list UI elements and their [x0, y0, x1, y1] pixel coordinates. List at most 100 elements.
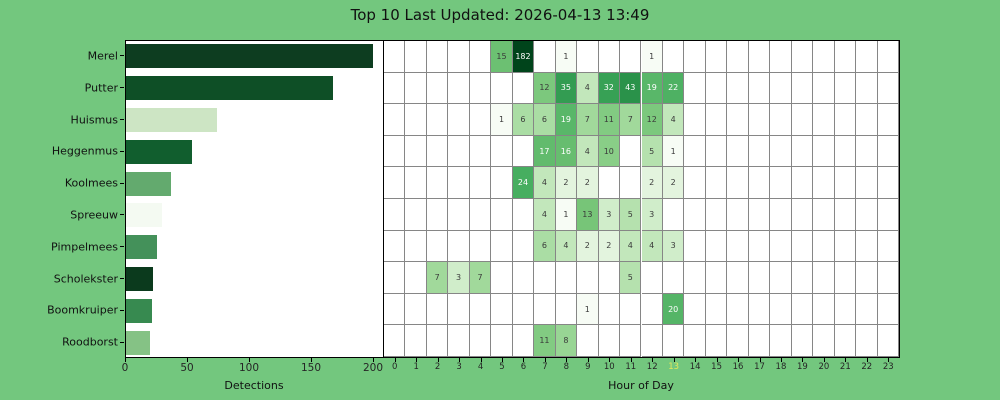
- heatmap-cell-value: 32: [598, 72, 621, 105]
- detections-bar: [126, 330, 150, 355]
- heatmap-cell: [384, 135, 406, 168]
- hour-tick-mark: [673, 358, 675, 362]
- heatmap-cell-value: 2: [662, 167, 685, 199]
- heatmap-cell: [491, 199, 513, 231]
- hour-tick-label: 9: [585, 362, 591, 372]
- heatmap-cell: [877, 199, 899, 231]
- heatmap-cell: [491, 293, 513, 326]
- heatmap-cell: [727, 293, 749, 326]
- bar-category-label: Huismus: [70, 113, 118, 126]
- heatmap-cell: [469, 293, 492, 326]
- hour-tick-mark: [866, 358, 868, 362]
- heatmap-cell: [834, 104, 857, 136]
- hour-tick-mark: [459, 358, 461, 362]
- heatmap-cell-value: 17: [534, 135, 556, 168]
- heatmap-cell-value: 4: [534, 199, 556, 231]
- hour-tick-label: 0: [392, 362, 398, 372]
- heatmap-cell: [856, 262, 878, 294]
- heatmap-cell: [384, 41, 406, 73]
- hour-tick-label: 14: [689, 362, 701, 372]
- heatmap-cell: [791, 230, 814, 263]
- heatmap-cell: [877, 72, 899, 105]
- heatmap-cell: [791, 167, 814, 199]
- heatmap-cell-value: 24: [512, 167, 535, 199]
- heatmap-cell: [748, 167, 771, 199]
- y-axis-tick-mark: [120, 55, 124, 57]
- heatmap-cell-value: 4: [577, 135, 599, 168]
- heatmap-cell: [512, 262, 535, 294]
- hour-tick-mark: [802, 358, 804, 362]
- heatmap-cell: [448, 72, 470, 105]
- heatmap-cell: [834, 199, 857, 231]
- heatmap-cell: [448, 293, 470, 326]
- heatmap-cell: [877, 230, 899, 263]
- hour-tick-label: 20: [818, 362, 830, 372]
- heatmap-cell-value: 12: [641, 104, 663, 136]
- heatmap-cell: [748, 41, 771, 73]
- heatmap-cell: [791, 104, 814, 136]
- detections-bar-chart: [125, 40, 383, 358]
- bar-x-tick-mark: [125, 358, 126, 362]
- heatmap-cell: [748, 72, 771, 105]
- heatmap-cell: [748, 135, 771, 168]
- hour-tick-mark: [695, 358, 697, 362]
- heatmap-cell: [384, 72, 406, 105]
- heatmap-cell: [491, 135, 513, 168]
- heatmap-cell: [641, 293, 663, 326]
- heatmap-cell: [877, 104, 899, 136]
- heatmap-cell: [877, 325, 899, 357]
- heatmap-cell-value: 19: [555, 104, 578, 136]
- heatmap-cell-value: 20: [662, 293, 685, 326]
- heatmap-cell: [727, 230, 749, 263]
- heatmap-cell: [426, 135, 449, 168]
- detections-bar: [126, 76, 334, 101]
- heatmap-cell-value: 10: [598, 135, 621, 168]
- hour-tick-mark: [566, 358, 568, 362]
- heatmap-cell: [384, 230, 406, 263]
- bar-x-tick-mark: [187, 358, 188, 362]
- heatmap-cell: [405, 167, 427, 199]
- y-axis-tick-mark: [120, 119, 124, 120]
- heatmap-cell: [384, 104, 406, 136]
- heatmap-cell: [384, 167, 406, 199]
- heatmap-cell: [856, 199, 878, 231]
- heatmap-cell: [448, 230, 470, 263]
- heatmap-cell: [813, 72, 835, 105]
- hour-tick-label: 22: [861, 362, 873, 372]
- heatmap-cell: [384, 293, 406, 326]
- bar-x-tick-label: 200: [362, 362, 384, 374]
- heatmap-cell: [448, 135, 470, 168]
- heatmap-cell: [834, 325, 857, 357]
- heatmap-cell: [426, 325, 449, 357]
- hour-tick-mark: [502, 358, 504, 362]
- heatmap-cell: [877, 41, 899, 73]
- heatmap-cell: [641, 325, 663, 357]
- hour-tick-label: 21: [839, 362, 851, 372]
- hour-tick-label: 7: [542, 362, 548, 372]
- hour-tick-label-current: 13: [668, 362, 680, 372]
- heatmap-cell: [791, 199, 814, 231]
- hour-tick-label: 1: [413, 362, 419, 372]
- heatmap-cell-value: 1: [555, 199, 578, 231]
- heatmap-cell-value: 11: [534, 325, 556, 357]
- heatmap-cell-value: 7: [620, 104, 642, 136]
- bar-category-label: Merel: [87, 49, 118, 63]
- heatmap-cell: [405, 72, 427, 105]
- y-axis-tick-mark: [120, 246, 124, 248]
- hour-tick-mark: [716, 358, 718, 362]
- heatmap-cell: [748, 199, 771, 231]
- heatmap-cell-value: 6: [512, 104, 535, 136]
- heatmap-cell: [813, 199, 835, 231]
- heatmap-cell-value: 8: [555, 325, 578, 357]
- heatmap-cell: [469, 135, 492, 168]
- heatmap-cell: [491, 325, 513, 357]
- heatmap-cell: [705, 72, 728, 105]
- heatmap-cell: [813, 41, 835, 73]
- heatmap-cell: [877, 262, 899, 294]
- heatmap-cell-value: 4: [662, 104, 685, 136]
- hour-tick-label: 18: [775, 362, 787, 372]
- heatmap-cell-value: 2: [577, 167, 599, 199]
- heatmap-cell: [491, 230, 513, 263]
- bar-x-tick-label: 50: [180, 362, 194, 374]
- heatmap-cell: [748, 325, 771, 357]
